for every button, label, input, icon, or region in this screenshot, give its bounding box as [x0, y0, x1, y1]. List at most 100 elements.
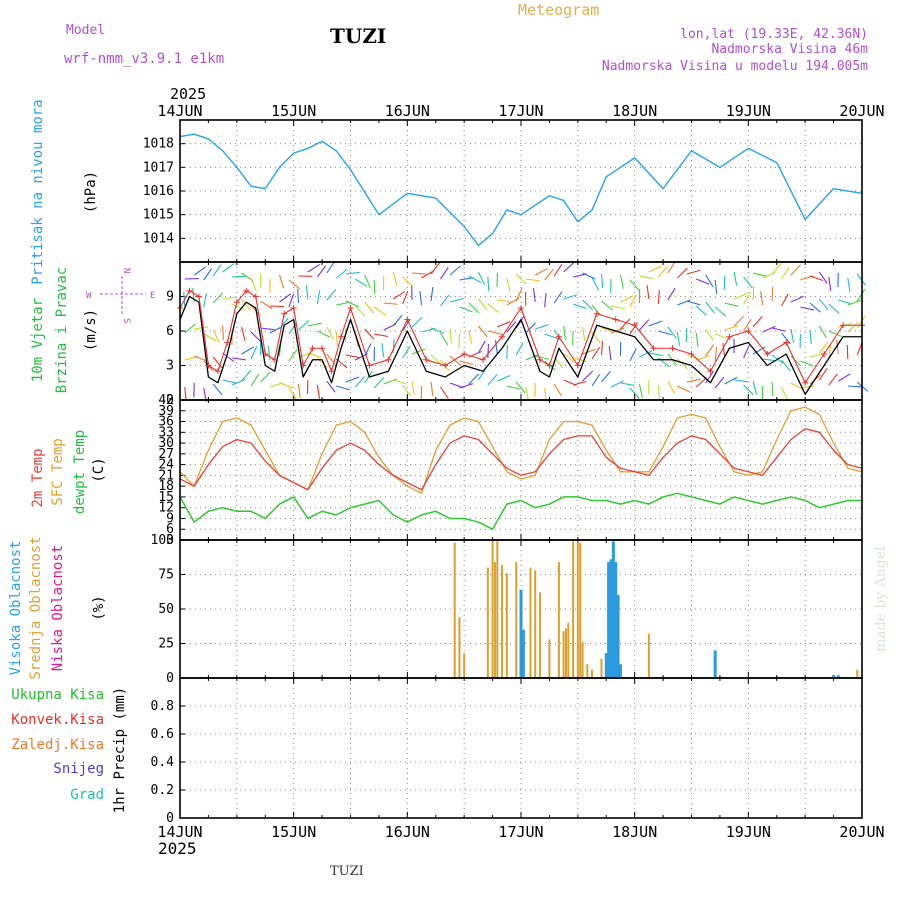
- compass-s-label: S: [121, 318, 131, 323]
- mid-cloud-bar: [591, 670, 593, 678]
- wind-arrow: [649, 353, 663, 356]
- y-tick-label: 3: [166, 359, 174, 374]
- y-tick-label: 0: [166, 671, 174, 686]
- mid-cloud-bar: [577, 541, 579, 678]
- mid-cloud-bar: [565, 628, 567, 678]
- wind-arrow: [440, 295, 449, 306]
- gust-marker: [840, 322, 846, 328]
- wind-arrow: [261, 372, 271, 382]
- bottom-date-label: 19JUN: [726, 823, 771, 841]
- wind-arrow: [393, 380, 406, 384]
- wind-arrow: [204, 293, 207, 307]
- gust-marker: [281, 311, 287, 317]
- high-cloud-bar: [522, 630, 525, 678]
- wind-arrow: [696, 378, 706, 387]
- wind-arrow: [848, 300, 861, 305]
- precip-unit: 1hr Precip (mm): [112, 687, 128, 813]
- y-tick-label: 0.8: [151, 699, 174, 714]
- pressure-title: Pritisak na nivou mora: [30, 99, 46, 284]
- mid-cloud-bar: [529, 568, 531, 678]
- wind-arrow: [478, 341, 485, 353]
- wind-arrow: [706, 275, 713, 287]
- wind-arrow: [488, 304, 499, 313]
- wind-arrow: [412, 273, 426, 274]
- wind-arrow: [696, 306, 706, 315]
- wind-arrow: [658, 385, 659, 399]
- wind-arrow: [744, 345, 750, 358]
- gust-marker: [802, 380, 808, 386]
- precip-grad-label: Grad: [70, 787, 104, 803]
- wind-arrow: [791, 265, 801, 275]
- wind-arrow: [459, 384, 472, 388]
- mid-cloud-bar: [648, 634, 650, 678]
- meteogram-title: Meteogram: [518, 1, 599, 19]
- wind-arrow: [516, 288, 522, 301]
- mid-cloud-bar: [567, 623, 569, 678]
- wind-arrow: [306, 285, 308, 299]
- model-elevation-label: Nadmorska Visina u modelu 194.005m: [602, 59, 868, 74]
- wind-arrow: [298, 289, 299, 303]
- wind-arrow: [450, 329, 451, 343]
- bottom-date-label: 18JUN: [612, 823, 657, 841]
- wind-arrow: [810, 303, 821, 312]
- y-tick-label: 75: [158, 568, 174, 583]
- wind-arrow: [488, 344, 489, 358]
- wind-arrow: [289, 280, 300, 289]
- y-tick-label: 1016: [143, 184, 174, 199]
- wind-arrow: [545, 269, 554, 280]
- mid-cloud-bar: [501, 565, 503, 678]
- wind-arrow: [327, 261, 335, 273]
- lonlat-label: lon,lat (19.33E, 42.36N): [680, 27, 868, 42]
- wind-arrow: [279, 294, 290, 302]
- temp-sfc-title: SFC Temp: [50, 438, 66, 505]
- wind-arrow: [204, 269, 212, 280]
- wind-arrow: [829, 304, 839, 314]
- wind-arrow: [336, 332, 337, 346]
- mid-cloud-bar: [856, 670, 858, 678]
- wind-arrow: [668, 381, 675, 393]
- wind-arrow: [393, 315, 402, 326]
- wind-arrow: [459, 278, 473, 280]
- gust-marker: [366, 363, 372, 369]
- wind-arrow: [289, 388, 297, 400]
- pressure-unit: (hPa): [83, 171, 99, 213]
- wind-arrow: [592, 278, 599, 290]
- wind-arrow: [308, 323, 322, 326]
- wind-arrow: [393, 272, 397, 285]
- mid-cloud-bar: [496, 541, 498, 678]
- wind-arrow: [317, 290, 319, 304]
- gust-marker: [594, 311, 600, 317]
- gust-marker: [404, 317, 410, 323]
- wind-arrow: [753, 286, 754, 300]
- top-date-label: 20JUN: [839, 102, 884, 120]
- wind-arrow: [251, 374, 259, 386]
- wind-arrow: [327, 327, 334, 339]
- wind-arrow: [346, 355, 360, 358]
- wind-arrow: [772, 263, 781, 274]
- wind-arrow: [374, 334, 388, 336]
- wind-arrow: [213, 384, 222, 395]
- wind-arrow: [602, 341, 603, 355]
- bottom-date-label: 20JUN: [839, 823, 884, 841]
- mid-cloud-bar: [572, 541, 574, 678]
- wind-arrow: [242, 347, 254, 354]
- gust-marker: [385, 357, 391, 363]
- precip-panel: 00.20.40.60.8: [151, 678, 862, 826]
- wind-title-1: 10m Vjetar: [30, 298, 46, 382]
- wind-arrow: [412, 317, 422, 327]
- wind-arrow: [469, 374, 479, 384]
- wind-arrow: [706, 329, 714, 341]
- wind-arrow: [725, 377, 737, 384]
- wind-arrow: [573, 381, 587, 385]
- wind-arrow: [696, 333, 698, 347]
- y-tick-label: 1014: [143, 231, 174, 246]
- y-tick-label: 0.6: [151, 727, 174, 742]
- wind-arrow: [819, 272, 827, 284]
- temp-dew-title: dewpt Temp: [72, 430, 88, 514]
- wind-arrow: [838, 300, 851, 304]
- wind-arrow: [734, 316, 744, 326]
